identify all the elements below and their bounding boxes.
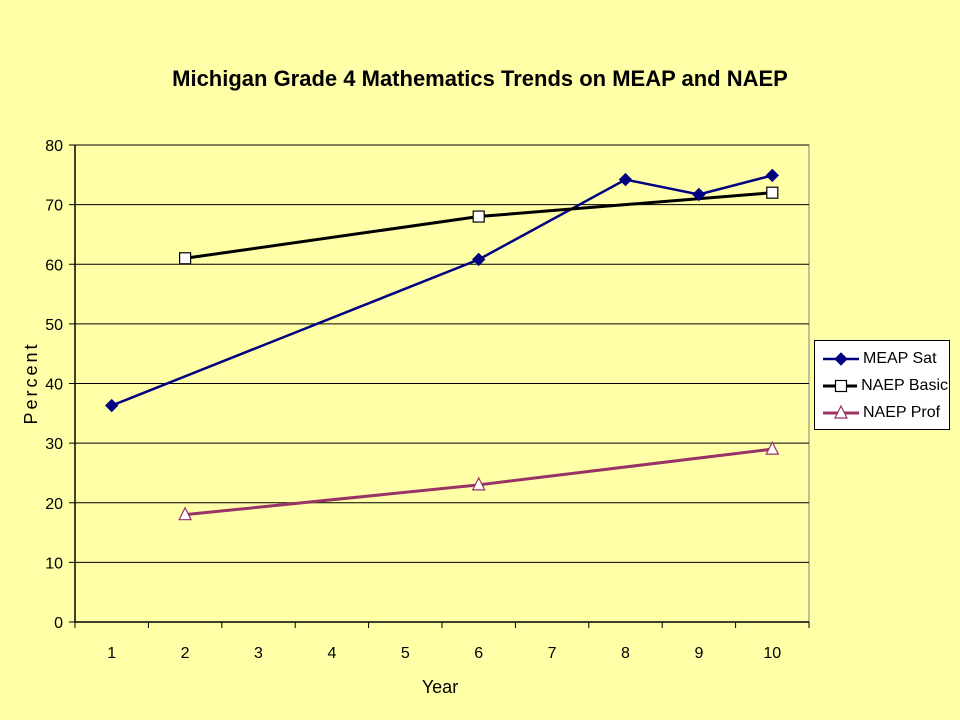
data-point-naep-basic [472,210,485,223]
legend-swatch-meap-sat [823,352,859,366]
gridlines [74,144,810,623]
y-tick-label: 40 [45,377,63,394]
x-tick-label: 1 [107,645,116,662]
x-axis-title: Year [422,677,458,697]
x-tick-label: 9 [694,645,703,662]
x-tick-label: 6 [474,645,483,662]
legend-item-meap-sat: MEAP Sat [823,347,948,371]
legend-marker-meap-sat [834,352,848,366]
axes: 0 10 20 30 40 50 60 70 80 1 2 3 4 5 6 7 8 9 10 [45,138,810,662]
x-tick-label: 10 [763,645,781,662]
legend-swatch-naep-prof [823,404,859,419]
x-tick-label: 4 [327,645,336,662]
data-point-meap-sat [692,187,706,202]
legend-label: NAEP Prof [863,404,941,421]
chart-title: Michigan Grade 4 Mathematics Trends on M… [172,66,788,91]
data-point-naep-basic [179,252,192,265]
data-point-naep-basic [766,186,779,199]
data-point-meap-sat [104,398,119,413]
y-tick-label: 30 [45,436,63,453]
x-tick-label: 5 [401,645,410,662]
legend-marker-naep-prof [834,404,848,419]
y-tick-label: 0 [54,615,63,632]
x-tick-label: 8 [621,645,630,662]
series-line-naep-basic [184,191,773,260]
x-tick-label: 7 [548,645,557,662]
legend-marker-naep-basic [834,379,848,393]
x-tick-label: 3 [254,645,263,662]
y-tick-label: 80 [45,138,63,155]
legend-item-naep-basic: NAEP Basic [823,374,948,398]
legend-swatch-naep-basic [823,379,858,393]
y-tick-label: 50 [45,317,63,334]
data-point-meap-sat [765,168,780,183]
legend-label: NAEP Basic [861,377,948,394]
x-tick-label: 2 [181,645,190,662]
legend-item-naep-prof: NAEP Prof [823,401,948,425]
y-tick-label: 60 [45,257,63,274]
series-markers [104,168,780,521]
y-tick-label: 20 [45,496,63,513]
data-point-naep-prof [765,440,780,455]
series-lines [111,174,773,517]
legend-label: MEAP Sat [863,350,937,367]
series-line-meap-sat [111,174,773,407]
y-tick-label: 70 [45,198,63,215]
y-tick-label: 10 [45,555,63,572]
y-axis-title: Percent [21,341,41,424]
data-point-naep-prof [178,506,193,521]
data-point-naep-prof [471,476,486,491]
legend: MEAP Sat NAEP Basic NAEP Prof [814,340,950,430]
data-point-meap-sat [471,252,486,267]
data-point-meap-sat [618,172,633,187]
